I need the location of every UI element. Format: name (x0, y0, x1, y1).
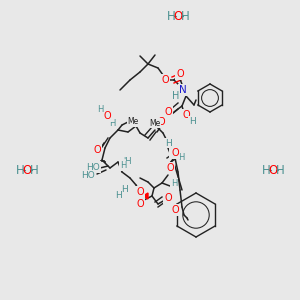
Text: O: O (173, 10, 183, 22)
Text: H: H (122, 185, 128, 194)
Text: H: H (97, 106, 103, 115)
Text: H: H (178, 154, 184, 163)
Text: N: N (179, 85, 187, 95)
Text: H: H (181, 10, 189, 22)
Text: H: H (16, 164, 24, 176)
Text: O: O (136, 187, 144, 197)
Text: O: O (93, 145, 101, 155)
Text: O: O (171, 205, 179, 215)
Text: H: H (109, 118, 115, 127)
Text: O: O (170, 147, 178, 157)
Text: O: O (166, 163, 174, 173)
Text: O: O (157, 117, 165, 127)
Text: H: H (171, 178, 177, 188)
Text: H: H (262, 164, 270, 176)
Text: HO: HO (81, 170, 95, 179)
Text: H: H (165, 139, 171, 148)
Text: O: O (182, 110, 190, 120)
Text: H: H (30, 164, 38, 176)
Text: H: H (172, 91, 180, 101)
Text: O: O (171, 148, 179, 158)
Text: Me: Me (128, 118, 139, 127)
Text: O: O (161, 75, 169, 85)
Text: O: O (136, 199, 144, 209)
Text: O: O (164, 107, 172, 117)
Text: O: O (268, 164, 278, 176)
Text: O: O (164, 193, 172, 203)
Polygon shape (143, 193, 148, 199)
Text: O: O (176, 69, 184, 79)
Text: H: H (115, 190, 122, 200)
Text: H: H (276, 164, 284, 176)
Text: O: O (103, 111, 111, 121)
Text: Me: Me (149, 118, 161, 127)
Text: HO: HO (86, 164, 100, 172)
Text: H: H (120, 161, 126, 170)
Text: 'H: 'H (124, 158, 132, 166)
Text: H: H (189, 116, 195, 125)
Text: H: H (167, 10, 176, 22)
Text: O: O (22, 164, 32, 176)
